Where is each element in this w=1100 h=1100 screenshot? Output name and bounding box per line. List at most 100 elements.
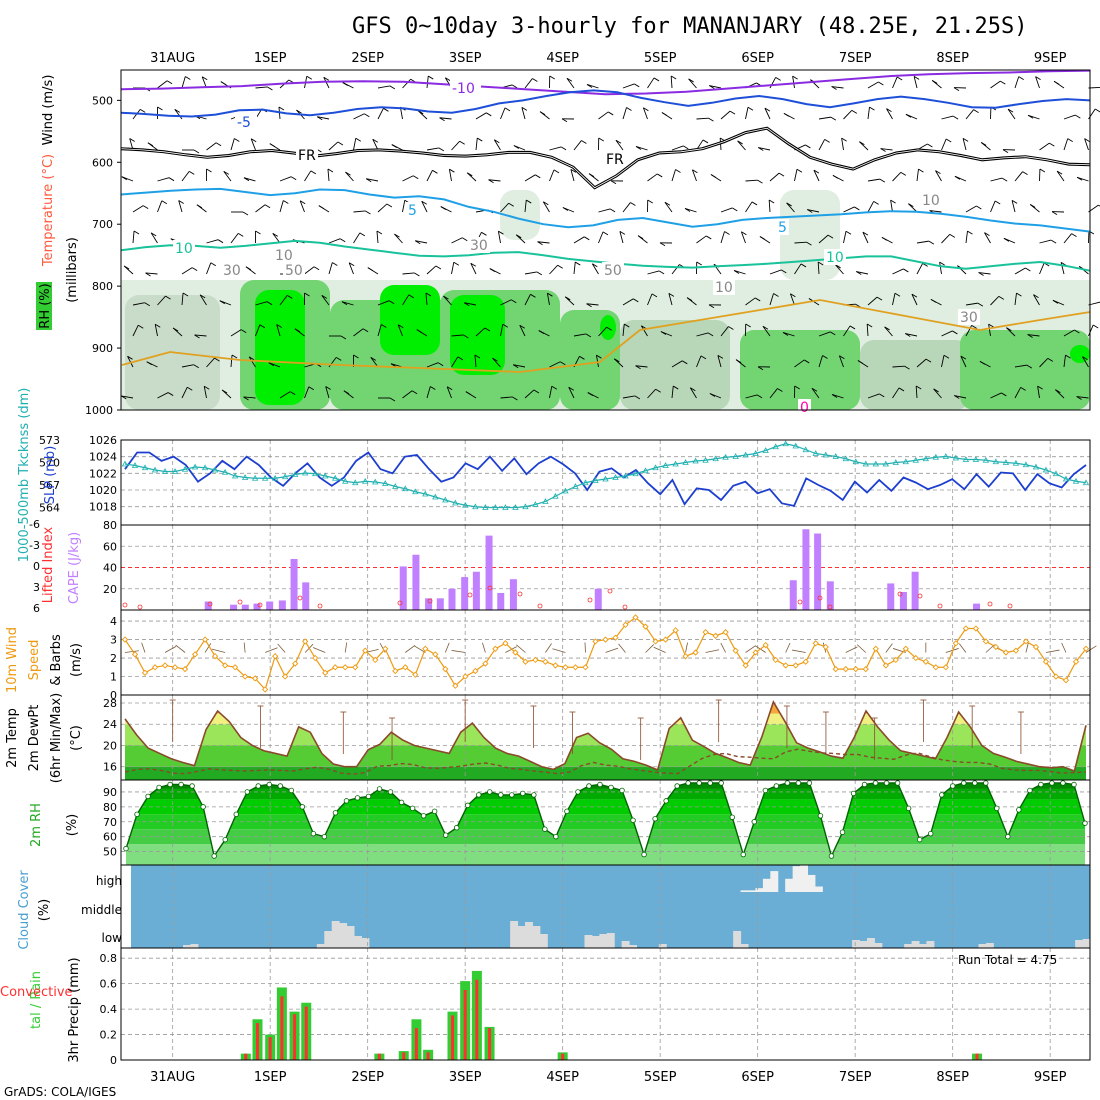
wind-barb	[1014, 387, 1022, 399]
wind-barb	[425, 293, 428, 306]
wind-barb	[960, 355, 967, 368]
wind10-speed-point	[302, 638, 309, 645]
cape-bar	[204, 601, 212, 610]
wind-barb	[181, 267, 193, 275]
wind10-speed-point	[332, 664, 339, 671]
wind-barb-flag	[1007, 108, 1014, 113]
wind-barb-flag	[619, 231, 626, 235]
wind-barb-flag	[757, 179, 763, 184]
wind-barb-flag	[206, 168, 212, 173]
wind-barb	[519, 325, 526, 337]
wind-barb-flag	[432, 169, 438, 174]
wind-barb	[647, 77, 655, 89]
wind-barb	[194, 334, 207, 337]
wind-barb	[573, 140, 582, 151]
wind-barb-flag	[607, 111, 614, 116]
wind-barb-flag	[484, 327, 491, 332]
wind-barb-flag	[973, 109, 979, 114]
wind-barb-flag	[1001, 177, 1008, 182]
thickness-point	[201, 464, 209, 471]
thickness-point	[572, 483, 579, 489]
t2m-unit: (°C)	[69, 725, 84, 751]
wind-barb	[549, 264, 559, 275]
wind10-barb	[552, 648, 566, 653]
wind-barb-flag	[922, 263, 928, 267]
rh-point	[916, 836, 923, 843]
wind-barb-flag	[355, 137, 362, 142]
wind-barb-flag	[553, 169, 560, 174]
dewpoint-line	[124, 748, 1087, 775]
thickness-point	[632, 470, 639, 477]
wind-barb-flag	[561, 118, 568, 123]
wind10-barb	[792, 649, 806, 653]
wind-barb	[794, 263, 802, 275]
precip-tick-label: 0	[110, 1054, 117, 1067]
wind-barb-flag	[196, 204, 203, 209]
rh-point	[310, 830, 317, 837]
wind10-label-3: & Barbs	[49, 634, 64, 686]
rh-shade-region	[740, 330, 860, 410]
wind10-speed-point	[792, 662, 799, 669]
li-point	[207, 601, 213, 607]
rh-point	[200, 804, 206, 810]
cape-bar	[399, 566, 407, 610]
wind-barb-flag	[751, 201, 758, 206]
thickness-point	[291, 471, 299, 477]
wind-barb	[345, 171, 354, 182]
upper-unit-label: (millibars)	[65, 237, 80, 303]
cloud-low-bar	[740, 944, 749, 948]
wind-barb-flag	[481, 231, 487, 236]
cloud-level-label: high	[96, 874, 122, 888]
precip-conv-bar	[268, 1037, 272, 1060]
wind-barb-flag	[988, 323, 994, 328]
rh-point	[861, 781, 868, 788]
wind-barb	[598, 111, 609, 120]
thickness-point	[852, 458, 859, 465]
wind-barb	[439, 117, 452, 120]
thickness-point	[442, 496, 449, 503]
cloud-low-bar	[183, 945, 191, 948]
wind10-speed-point	[1052, 673, 1060, 680]
wind-barb	[1035, 76, 1040, 89]
wind-barb-flag	[656, 173, 663, 178]
wind-barb	[132, 302, 145, 306]
wind-barb	[647, 388, 657, 399]
wind-barb	[598, 326, 608, 337]
wind-barb	[353, 232, 361, 244]
precip-conv-bar	[304, 1006, 308, 1060]
wind-barb-flag	[939, 261, 945, 266]
rh-band	[126, 844, 1085, 865]
wind-barb-flag	[268, 362, 275, 367]
cape-bar	[509, 579, 517, 610]
thickness-point	[602, 475, 609, 482]
wind-barb	[965, 109, 974, 120]
li-point	[1007, 603, 1013, 609]
wind-barb-flag	[508, 202, 514, 207]
wind-barb-flag	[634, 83, 640, 88]
cloud-low-bar	[874, 943, 883, 948]
wind-barb-flag	[655, 388, 661, 393]
wind10-speed-point	[1002, 649, 1010, 656]
rh-shade-region	[255, 290, 305, 405]
wind-barb	[279, 176, 292, 182]
wind-barb	[1039, 239, 1052, 244]
wind10-barb	[175, 644, 186, 653]
cloud-low-bar	[1082, 939, 1091, 948]
rh-point	[972, 780, 978, 786]
cape-lifted-index-panel: 20 40 60 80 6 3 0 -3 -6	[29, 518, 1091, 615]
wind-barb	[1027, 334, 1040, 337]
wind-barb	[1084, 138, 1089, 151]
wind-barb-flag	[533, 389, 540, 394]
precip-label-2: Convective	[0, 985, 73, 1000]
wind10-speed-point	[462, 673, 469, 680]
thickness-point	[802, 446, 809, 453]
wind-barb	[132, 205, 144, 213]
cloud-low-bar	[339, 923, 348, 948]
rh-point	[1038, 781, 1044, 788]
thickness-label: 1000-500mb Tkcknss (dm)	[17, 388, 32, 563]
wind-barb	[325, 386, 330, 399]
precip-conv-bar	[426, 1052, 430, 1060]
wind-barb-flag	[123, 265, 130, 270]
wind-barb-flag	[811, 387, 818, 392]
cloud-low-bar	[591, 936, 600, 948]
